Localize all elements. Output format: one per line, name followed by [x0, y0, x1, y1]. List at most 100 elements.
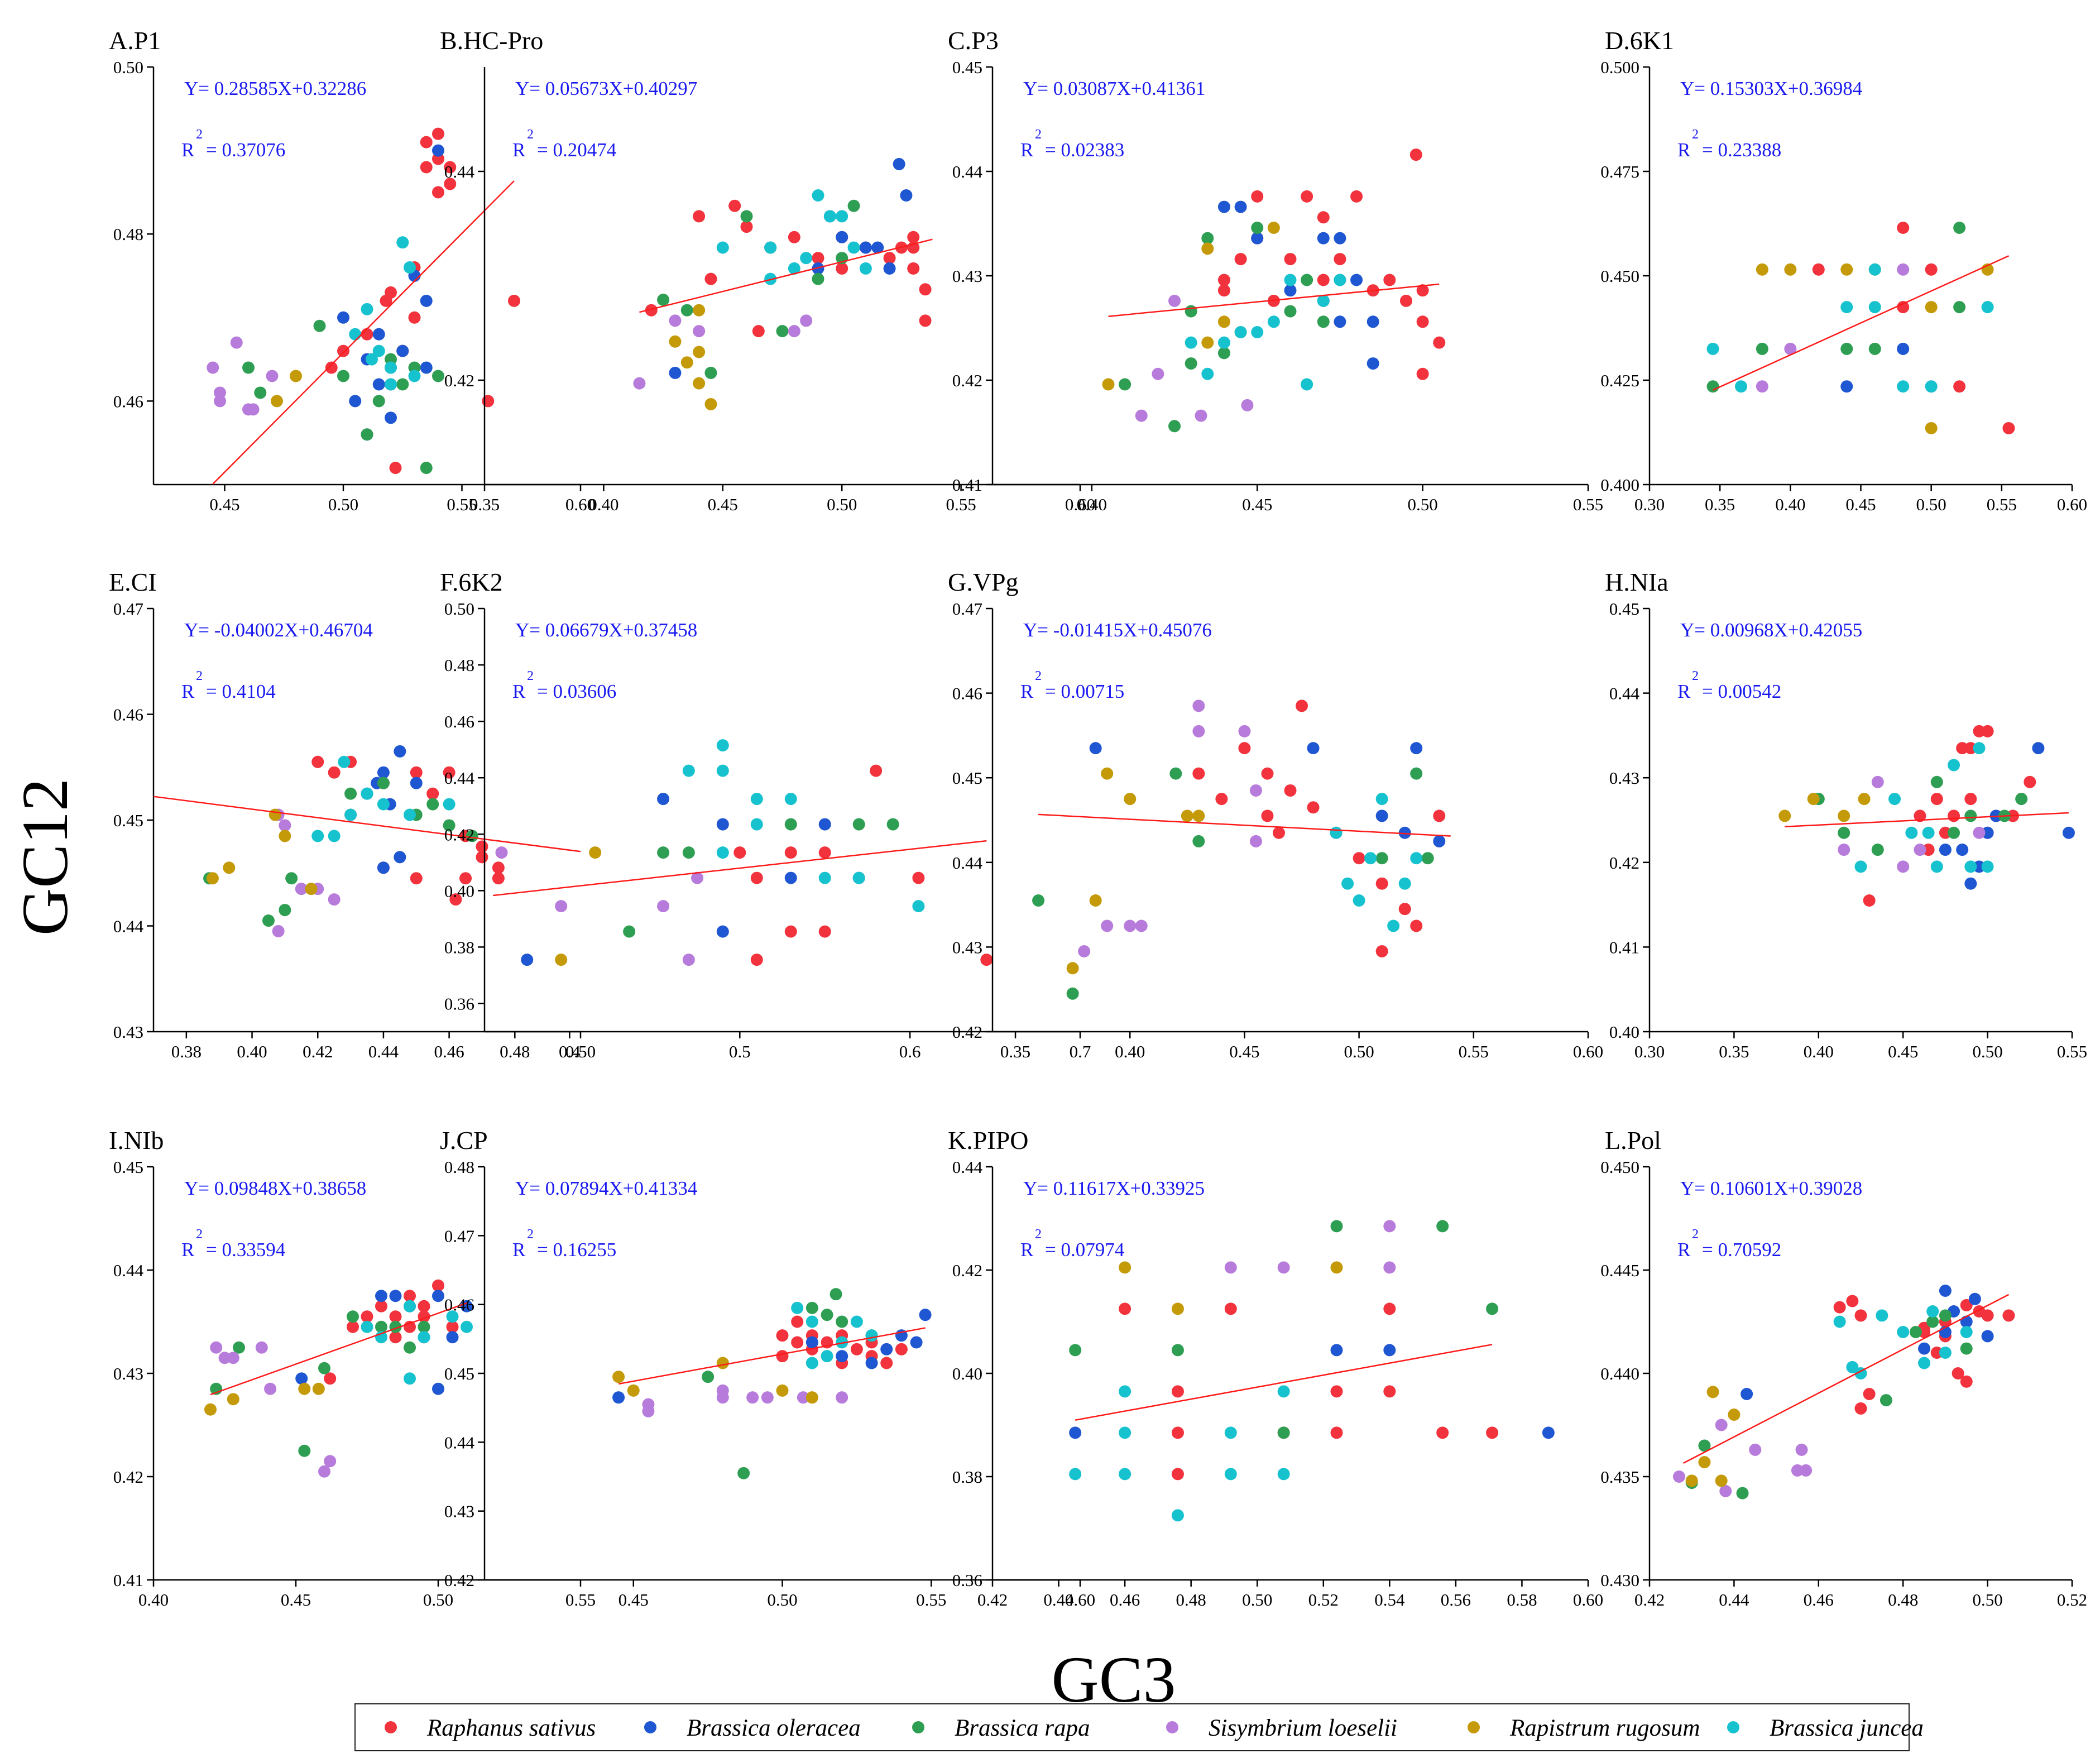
data-point	[1398, 826, 1411, 839]
panel-4: 0.30 0.35 0.40 0.45 0.50 0.55 0.60 0.400 0.425 0.…	[1600, 26, 2087, 514]
data-point	[1192, 767, 1205, 780]
data-point	[645, 304, 658, 317]
x-tick-label: 0.45	[1888, 1042, 1918, 1061]
series-sl	[1838, 775, 1986, 873]
data-point	[716, 818, 729, 831]
data-point	[418, 1331, 430, 1344]
x-tick-label: 0.55	[447, 495, 477, 514]
data-point	[1981, 1309, 1994, 1322]
data-point	[1375, 852, 1388, 865]
r-squared-value: = 0.37076	[206, 139, 285, 161]
series-rs	[1833, 1295, 2015, 1415]
data-point	[740, 210, 753, 223]
data-point	[269, 808, 281, 821]
panel-title: A.P1	[109, 26, 161, 55]
data-point	[1795, 1443, 1808, 1456]
x-tick-label: 0.55	[916, 1590, 946, 1609]
data-point	[1926, 1315, 1939, 1328]
data-point	[338, 755, 351, 768]
data-point	[776, 1350, 789, 1363]
series-rs	[733, 764, 993, 966]
y-tick-label: 0.45	[952, 58, 982, 77]
data-point	[791, 1301, 804, 1314]
data-point	[1301, 190, 1313, 203]
x-tick-label: 0.60	[565, 495, 596, 514]
data-point	[716, 846, 729, 859]
data-point	[1778, 809, 1791, 822]
data-point	[1330, 1344, 1343, 1357]
x-tick-label: 0.38	[171, 1042, 202, 1061]
data-point	[1124, 919, 1137, 932]
data-point	[1307, 801, 1320, 814]
data-point	[420, 294, 433, 307]
data-point	[627, 1384, 640, 1397]
data-point	[444, 178, 457, 190]
series-bj	[1854, 742, 1994, 873]
data-point	[657, 900, 670, 913]
data-point	[716, 764, 729, 777]
series-bo	[1840, 342, 1910, 393]
data-point	[1964, 860, 1977, 873]
data-point	[361, 787, 373, 800]
data-point	[555, 954, 568, 966]
r-squared-value: = 0.02383	[1045, 139, 1124, 161]
data-point	[443, 798, 456, 811]
data-point	[1334, 253, 1346, 266]
legend-item-bj: Brassica juncea	[1727, 1715, 1924, 1741]
regression-equation: Y= -0.04002X+0.46704	[184, 619, 373, 641]
data-point	[1267, 315, 1280, 328]
data-point	[1334, 315, 1346, 328]
x-tick-label: 0.7	[1070, 1042, 1091, 1061]
legend-item-br: Brassica rapa	[912, 1715, 1090, 1741]
data-point	[836, 1391, 848, 1404]
data-point	[1241, 399, 1254, 411]
data-point	[1119, 378, 1131, 391]
data-point	[1398, 877, 1411, 890]
data-point	[1953, 221, 1966, 234]
data-point	[612, 1371, 625, 1383]
data-point	[1973, 860, 1986, 873]
data-point	[1171, 1426, 1184, 1439]
r-squared-superscript: 2	[196, 1227, 203, 1242]
data-point	[1169, 767, 1182, 780]
data-point	[410, 777, 423, 789]
data-point	[420, 361, 433, 374]
data-point	[375, 1300, 387, 1312]
data-point	[227, 1393, 239, 1406]
data-point	[298, 1382, 311, 1395]
data-point	[1897, 1326, 1910, 1338]
data-point	[1383, 1385, 1396, 1398]
data-point	[347, 1310, 359, 1323]
series-bj	[716, 189, 872, 285]
data-point	[1436, 1426, 1449, 1439]
y-tick-label: 0.42	[444, 825, 474, 844]
y-tick-label: 0.41	[952, 475, 982, 495]
data-point	[2015, 793, 2028, 806]
r-squared-superscript: 2	[1692, 1227, 1699, 1242]
data-point	[1918, 1342, 1931, 1355]
y-tick-label: 0.48	[113, 224, 143, 244]
panel-title: L.Pol	[1605, 1126, 1661, 1155]
data-point	[492, 861, 505, 874]
x-tick-label: 0.50	[423, 1590, 453, 1609]
data-point	[372, 328, 385, 341]
data-point	[264, 1382, 277, 1395]
series-rr	[204, 1382, 325, 1416]
data-point	[1840, 263, 1853, 276]
y-tick-label: 0.46	[444, 712, 474, 731]
data-point	[1930, 775, 1943, 788]
legend-marker	[385, 1721, 397, 1733]
regression-line	[1038, 813, 1451, 837]
r-squared-label: R	[1677, 139, 1691, 161]
legend-label: Brassica rapa	[955, 1715, 1090, 1741]
x-tick-label: 0.60	[1573, 1590, 1603, 1609]
r-squared-label: R	[1677, 681, 1691, 702]
panel-title: J.CP	[440, 1126, 488, 1155]
r-squared-superscript: 2	[1692, 669, 1699, 683]
x-tick-label: 0.55	[946, 495, 976, 514]
data-point	[372, 344, 385, 357]
data-point	[1301, 378, 1313, 391]
r-squared-label: R	[1677, 1239, 1691, 1261]
x-tick-label: 0.50	[767, 1590, 797, 1609]
data-point	[1897, 342, 1910, 355]
